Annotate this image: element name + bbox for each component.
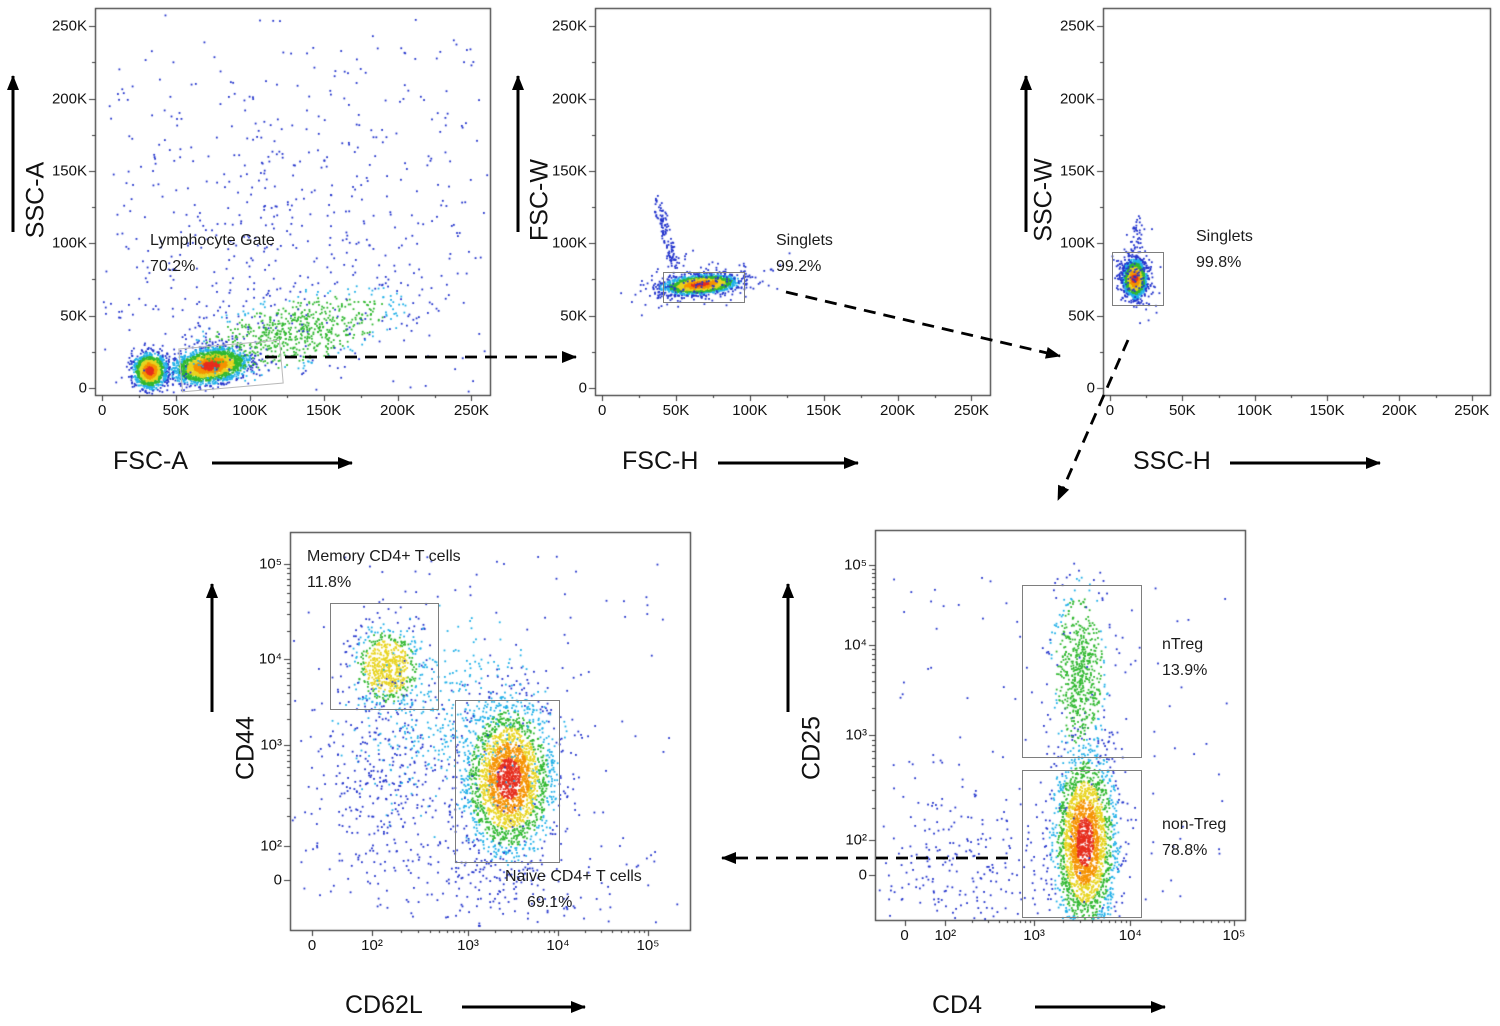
gate-label: Singlets — [1196, 228, 1253, 245]
y-tick-label: 10⁵ — [259, 555, 282, 573]
singlets-gate-fsc — [663, 272, 745, 303]
y-tick-label: 10³ — [845, 726, 867, 744]
gate-percent: 99.2% — [776, 257, 822, 275]
y-tick-label: 50K — [560, 307, 587, 325]
y-tick-label: 0 — [1086, 379, 1095, 397]
y-tick-label: 0 — [273, 871, 282, 889]
y-tick-label: 250K — [551, 17, 587, 35]
y-tick-label: 0 — [78, 379, 87, 397]
x-tick-label: 0 — [1105, 402, 1115, 419]
gate-label: non-Treg — [1162, 816, 1227, 833]
gate-percent: 11.8% — [307, 573, 352, 591]
x-tick-label: 10⁴ — [546, 937, 570, 954]
y-tick-label: 150K — [551, 162, 587, 180]
y-tick-label: 10⁵ — [844, 556, 867, 574]
y-tick-label: 50K — [1068, 307, 1095, 325]
ntreg-annotation: nTreg 13.9% — [1162, 632, 1207, 683]
gate-percent: 13.9% — [1162, 661, 1208, 679]
x-tick-label: 10² — [934, 927, 957, 944]
x-axis-label-cd62l: CD62L — [345, 991, 423, 1019]
y-tick-label: 10⁴ — [258, 650, 282, 668]
y-axis-label-ssc-w: SSC-W — [1029, 158, 1058, 242]
y-tick-label: 250K — [51, 17, 87, 35]
x-tick-label: 100K — [232, 402, 268, 419]
gate-percent: 69.1% — [527, 893, 573, 911]
x-axis-label-ssc-h: SSC-H — [1133, 447, 1211, 475]
gate-percent: 99.8% — [1196, 253, 1242, 271]
y-tick-label: 150K — [1059, 162, 1095, 180]
x-tick-label: 10⁵ — [1222, 927, 1246, 944]
non-treg-gate — [1022, 770, 1142, 918]
x-tick-label: 0 — [900, 927, 909, 944]
x-tick-label: 10² — [361, 937, 383, 954]
x-tick-label: 100K — [732, 402, 768, 419]
y-axis-label-cd25: CD25 — [797, 716, 826, 780]
x-tick-label: 0 — [597, 402, 607, 419]
x-tick-label: 250K — [453, 402, 489, 419]
x-axis-label-cd4: CD4 — [932, 991, 983, 1019]
x-tick-label: 10⁵ — [636, 937, 660, 954]
y-tick-label: 100K — [551, 234, 587, 252]
gate-label: nTreg — [1162, 636, 1204, 653]
ntreg-gate — [1022, 585, 1142, 758]
memory-cd4-gate — [330, 603, 439, 710]
lymphocyte-gate — [178, 339, 284, 393]
x-tick-label: 100K — [1237, 402, 1273, 419]
x-tick-label: 50K — [1168, 402, 1196, 419]
y-axis-label-fsc-w: FSC-W — [525, 159, 554, 241]
x-tick-label: 200K — [880, 402, 916, 419]
y-tick-label: 200K — [551, 90, 587, 108]
x-tick-label: 200K — [1381, 402, 1417, 419]
y-tick-label: 200K — [1059, 90, 1095, 108]
lymphocyte-gate-annotation: Lymphocyte Gate 70.2% — [150, 228, 275, 279]
non-treg-annotation: non-Treg 78.8% — [1162, 812, 1226, 863]
singlets-fsc-annotation: Singlets 99.2% — [776, 228, 833, 279]
y-tick-label: 50K — [60, 307, 87, 325]
gate-percent: 78.8% — [1162, 841, 1208, 859]
gate-label: Singlets — [776, 232, 833, 249]
x-axis-label-fsc-a: FSC-A — [113, 447, 188, 475]
y-tick-label: 10² — [845, 831, 867, 849]
x-tick-label: 50K — [162, 402, 190, 419]
y-tick-label: 100K — [51, 234, 87, 252]
x-tick-label: 10³ — [457, 937, 479, 954]
x-tick-label: 250K — [953, 402, 989, 419]
x-tick-label: 200K — [380, 402, 416, 419]
singlets-ssc-annotation: Singlets 99.8% — [1196, 224, 1253, 275]
gate-label: Naive CD4+ T cells — [505, 868, 642, 885]
x-axis-label-fsc-h: FSC-H — [622, 447, 699, 475]
x-tick-label: 150K — [306, 402, 342, 419]
y-axis-label-ssc-a: SSC-A — [21, 161, 50, 239]
x-tick-label: 150K — [806, 402, 842, 419]
x-tick-label: 250K — [1454, 402, 1490, 419]
x-tick-label: 10⁴ — [1118, 927, 1142, 944]
naive-cd4-annotation: Naive CD4+ T cells 69.1% — [505, 864, 642, 915]
y-tick-label: 10² — [260, 837, 282, 855]
y-tick-label: 250K — [1059, 17, 1095, 35]
x-tick-label: 0 — [307, 937, 317, 954]
x-tick-label: 150K — [1309, 402, 1345, 419]
x-tick-label: 0 — [97, 402, 107, 419]
y-tick-label: 0 — [858, 866, 867, 884]
memory-cd4-annotation: Memory CD4+ T cells 11.8% — [307, 544, 461, 595]
x-tick-label: 10³ — [1023, 927, 1045, 944]
y-tick-label: 10⁴ — [843, 636, 867, 654]
x-tick-label: 50K — [662, 402, 690, 419]
gate-percent: 70.2% — [150, 257, 196, 275]
naive-cd4-gate — [455, 700, 560, 863]
singlets-gate-ssc — [1112, 252, 1164, 306]
y-tick-label: 200K — [51, 90, 87, 108]
y-tick-label: 0 — [578, 379, 587, 397]
y-tick-label: 100K — [1059, 234, 1095, 252]
gate-label: Memory CD4+ T cells — [307, 548, 461, 565]
y-axis-label-cd44: CD44 — [231, 716, 260, 780]
gate-label: Lymphocyte Gate — [150, 232, 275, 249]
y-tick-label: 150K — [51, 162, 87, 180]
y-tick-label: 10³ — [260, 736, 282, 754]
